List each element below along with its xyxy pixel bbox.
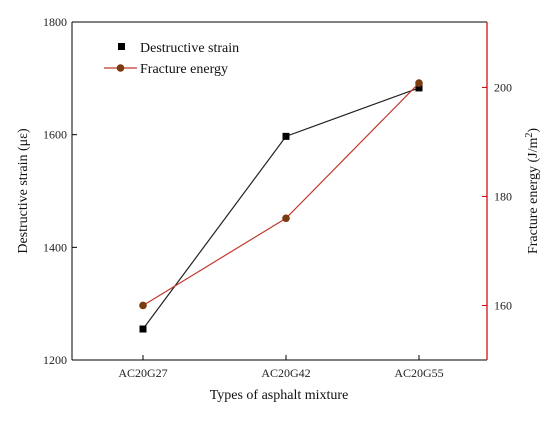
point-fracture-energy-AC20G27 xyxy=(139,301,147,310)
legend: Destructive strain Fracture energy xyxy=(104,41,239,77)
x-axis-ticks: AC20G27 AC20G42 AC20G55 xyxy=(118,355,444,380)
left-tick-label-1200: 1200 xyxy=(43,353,67,367)
left-tick-label-1400: 1400 xyxy=(43,240,67,254)
point-destructive-strain-AC20G55 xyxy=(415,84,423,92)
plot-frame xyxy=(71,21,488,361)
right-tick-label-160: 160 xyxy=(494,298,512,312)
point-destructive-strain-AC20G27 xyxy=(139,325,147,333)
point-fracture-energy-AC20G42 xyxy=(282,214,290,223)
right-axis-title: Fracture energy (J/m2) xyxy=(524,128,541,254)
left-tick-label-1600: 1600 xyxy=(43,128,67,142)
x-tick-label-AC20G42: AC20G42 xyxy=(261,366,310,380)
x-axis-title: Types of asphalt mixture xyxy=(210,388,349,403)
left-tick-label-1800: 1800 xyxy=(43,15,67,29)
series-layer xyxy=(139,79,423,333)
point-fracture-energy-AC20G55 xyxy=(415,79,423,87)
series-line-destructive-strain xyxy=(142,87,420,330)
legend-marker-destructive-strain xyxy=(118,43,125,50)
left-axis-title: Destructive strain (με) xyxy=(16,128,31,254)
right-tick-label-200: 200 xyxy=(494,80,512,94)
right-axis-title-end: ) xyxy=(526,128,541,133)
right-axis-title-main: Fracture energy (J/m xyxy=(526,138,541,254)
right-tick-label-180: 180 xyxy=(494,189,512,203)
x-tick-label-AC20G55: AC20G55 xyxy=(394,366,443,380)
point-destructive-strain-AC20G42 xyxy=(282,132,290,140)
legend-label-fracture-energy: Fracture energy xyxy=(140,62,228,77)
series-line-fracture-energy xyxy=(142,82,420,306)
left-axis-ticks: 1200 1400 1600 1800 xyxy=(43,15,77,367)
right-axis-title-sup: 2 xyxy=(524,133,535,138)
legend-marker-fracture-energy xyxy=(116,64,125,72)
legend-label-destructive-strain: Destructive strain xyxy=(140,41,239,56)
right-axis-ticks: 160 180 200 xyxy=(482,80,512,312)
x-tick-label-AC20G27: AC20G27 xyxy=(118,366,167,380)
